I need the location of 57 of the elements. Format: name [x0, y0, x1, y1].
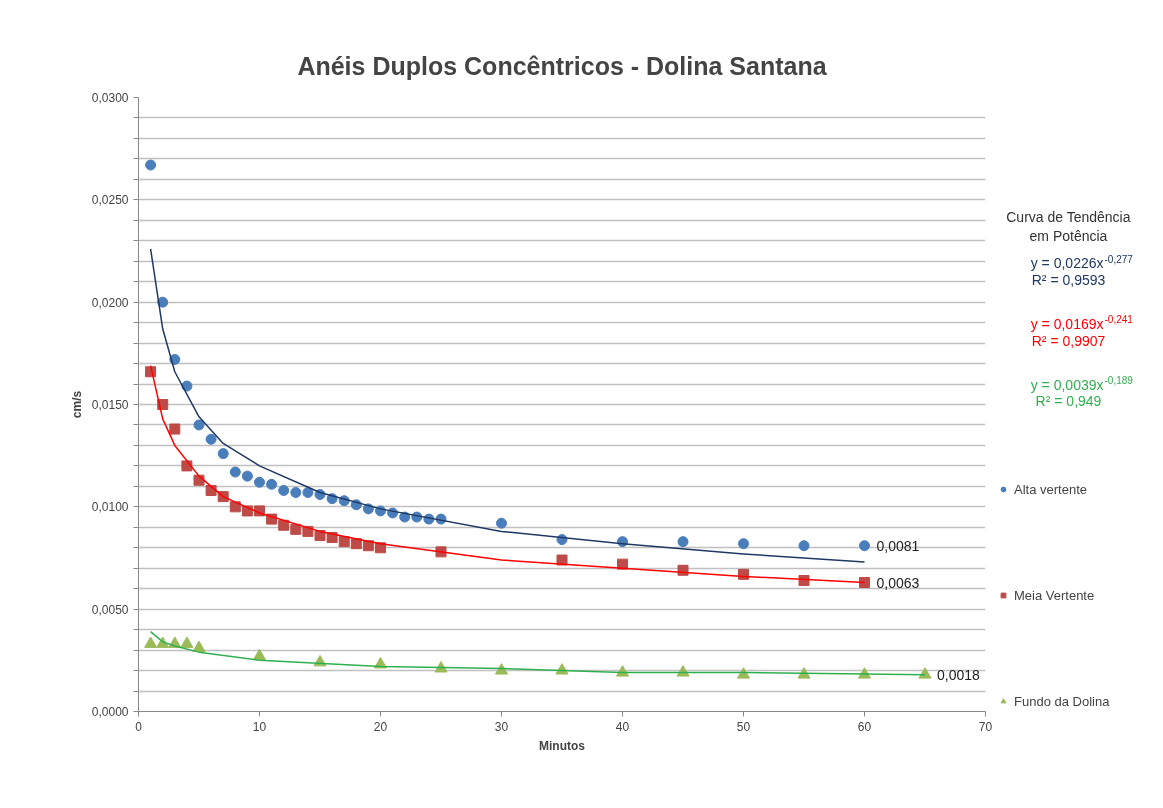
y-tick-label: 0,0150 [91, 398, 129, 412]
point [144, 636, 158, 648]
chart-title: Anéis Duplos Concêntricos - Dolina Santana [297, 52, 828, 80]
point [290, 487, 302, 498]
text: R² = 0,949 [1035, 393, 1102, 410]
point [302, 487, 314, 498]
point [278, 519, 290, 531]
x-tick-label: 40 [615, 719, 630, 734]
x-axis-title: Minutos [539, 738, 586, 753]
y-tick-label: 0,0050 [91, 602, 129, 617]
legend-label: Fundo da Dolina [1014, 692, 1110, 711]
point [241, 470, 253, 482]
point [798, 540, 810, 552]
point [278, 484, 290, 496]
point [157, 296, 169, 308]
point [495, 663, 508, 675]
point [496, 517, 507, 529]
point [859, 577, 870, 589]
point [180, 636, 194, 648]
x-tick-label: 0 [135, 719, 143, 734]
y-tick-label: 0,0100 [91, 500, 129, 515]
point [266, 478, 278, 490]
data-label: 0,0081 [876, 537, 920, 554]
point [290, 523, 302, 535]
point [254, 476, 265, 488]
y-tick-label: 0,0250 [91, 193, 129, 208]
data-label: 0,0018 [937, 666, 981, 683]
y-tick-label: 0,0000 [91, 705, 129, 719]
x-tick-label: 50 [736, 719, 751, 734]
x-tick-label: 10 [252, 719, 267, 734]
point [253, 648, 266, 661]
point [205, 433, 217, 445]
point [918, 667, 932, 679]
line-series [149, 248, 866, 563]
point [338, 536, 350, 548]
x-tick-label: 20 [373, 719, 388, 734]
legend-label: Alta vertente [1014, 480, 1087, 499]
legend-label: Meia Vertente [1014, 586, 1095, 605]
point [677, 536, 689, 548]
point [193, 419, 205, 431]
point [229, 466, 241, 478]
x-tick-label: 70 [978, 719, 993, 734]
x-tick-label: 60 [857, 719, 872, 734]
text: R² = 0,9593 [1031, 271, 1106, 288]
point [859, 540, 870, 552]
point [738, 538, 749, 550]
text: Curva de Tendência em Potência [1006, 209, 1131, 245]
x-tick-label: 30 [494, 719, 509, 734]
y-tick-label: 0,0300 [91, 91, 129, 105]
y-tick-label: 0,0200 [91, 295, 129, 310]
point [229, 501, 241, 513]
data-label: 0,0063 [876, 574, 920, 591]
text: R² = 0,9907 [1031, 332, 1106, 349]
point [737, 667, 750, 679]
y-axis-title: cm/s [69, 390, 84, 419]
point [217, 448, 229, 460]
point [169, 423, 181, 435]
